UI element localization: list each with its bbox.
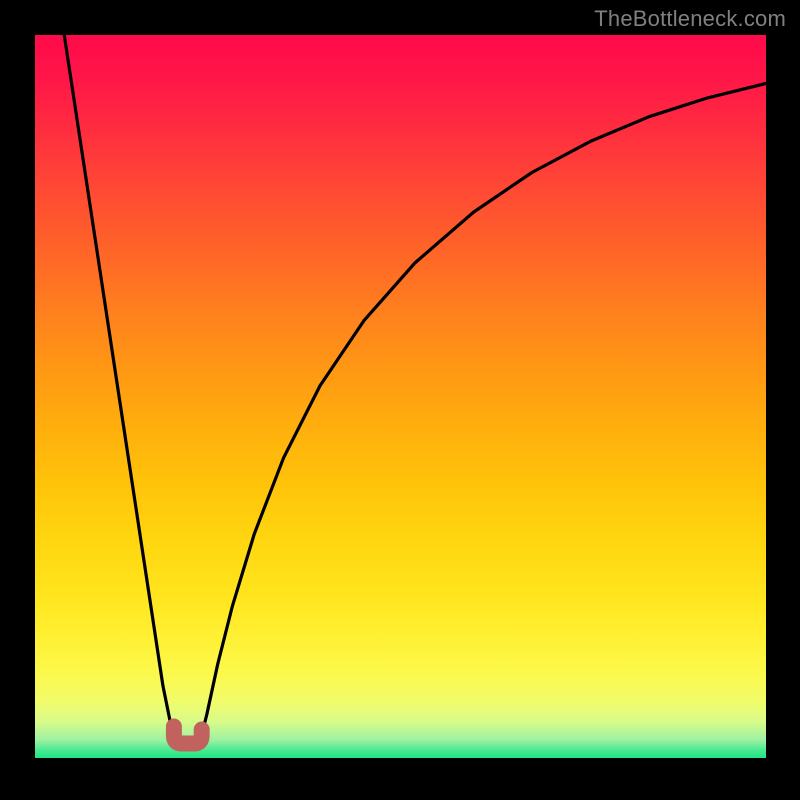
gradient-background [35, 35, 766, 758]
watermark-text: TheBottleneck.com [594, 6, 786, 32]
chart-svg [35, 35, 766, 758]
plot-area [35, 35, 766, 758]
chart-container: TheBottleneck.com [0, 0, 800, 800]
minimum-marker-dot [166, 719, 182, 735]
